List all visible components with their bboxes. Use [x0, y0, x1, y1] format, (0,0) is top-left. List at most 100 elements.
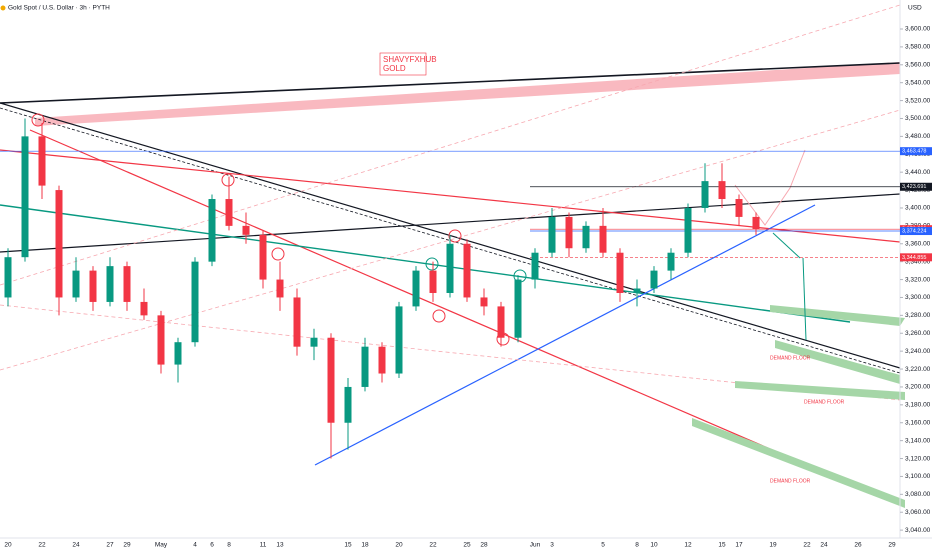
- projection: [772, 232, 801, 259]
- x-tick-label: 8: [635, 542, 639, 549]
- candle-body: [140, 301, 148, 316]
- x-tick-label: 24: [72, 542, 80, 549]
- candle-body: [21, 136, 29, 258]
- candle-body: [55, 190, 63, 298]
- x-tick-label: May: [155, 542, 168, 549]
- watermark: SHAVYFXHUB: [383, 55, 437, 64]
- x-tick-label: 20: [395, 542, 403, 549]
- price-label: 3,463.478: [902, 149, 926, 155]
- candle-body: [225, 199, 233, 226]
- x-tick-label: 10: [650, 542, 658, 549]
- x-tick-label: 28: [480, 542, 488, 549]
- trendline: [0, 62, 901, 104]
- annotation: DEMAND FLOOR: [804, 399, 845, 405]
- candle-body: [480, 297, 488, 307]
- watermark: GOLD: [383, 64, 406, 73]
- x-tick-label: 18: [361, 542, 369, 549]
- x-tick-label: 4: [193, 542, 197, 549]
- projection: [802, 257, 807, 341]
- x-tick-label: 3: [550, 542, 554, 549]
- x-tick-label: 29: [123, 542, 131, 549]
- y-tick-label: 3,220.00: [905, 366, 931, 373]
- candle-body: [276, 279, 284, 298]
- trendline: [0, 193, 901, 253]
- candle-body: [514, 279, 522, 338]
- x-tick-label: 22: [803, 542, 811, 549]
- y-tick-label: 3,500.00: [905, 115, 931, 122]
- candle-body: [293, 297, 301, 347]
- candle-body: [735, 199, 743, 217]
- x-tick-label: 6: [210, 542, 214, 549]
- symbol-icon: [0, 5, 6, 11]
- candle-body: [123, 266, 131, 302]
- y-tick-label: 3,300.00: [905, 294, 931, 301]
- projection: [734, 149, 806, 226]
- candle-body: [599, 225, 607, 253]
- price-label: 3,344.855: [902, 255, 926, 261]
- trendline: [314, 204, 816, 466]
- channel-line: [0, 4, 901, 286]
- y-tick-label: 3,480.00: [905, 133, 931, 140]
- y-tick-label: 3,260.00: [905, 330, 931, 337]
- x-tick-label: 24: [820, 542, 828, 549]
- candle-body: [752, 216, 760, 230]
- y-tick-label: 3,580.00: [905, 44, 931, 51]
- demand-zone: [770, 305, 905, 326]
- candle-body: [174, 342, 182, 365]
- marker-circle: [271, 247, 285, 261]
- x-tick-label: 27: [106, 542, 114, 549]
- candle-body: [38, 136, 46, 186]
- x-tick-label: 26: [854, 542, 862, 549]
- y-tick-label: 3,400.00: [905, 205, 931, 212]
- y-tick-label: 3,040.00: [905, 527, 931, 534]
- y-tick-label: 3,520.00: [905, 97, 931, 104]
- marker-circle: [425, 257, 439, 271]
- y-tick-label: 3,240.00: [905, 348, 931, 355]
- x-tick-label: 17: [735, 542, 743, 549]
- candle-body: [344, 386, 352, 423]
- candle-body: [667, 252, 675, 271]
- candle-body: [327, 337, 335, 423]
- candle-body: [106, 266, 114, 302]
- price-label: 3,374.224: [902, 228, 926, 234]
- x-tick-label: 19: [769, 542, 777, 549]
- candle-body: [633, 288, 641, 293]
- marker-circle: [31, 113, 45, 127]
- x-tick-label: 5: [601, 542, 605, 549]
- x-tick-label: Jun: [530, 542, 541, 549]
- y-tick-label: 3,180.00: [905, 402, 931, 409]
- marker-circle: [448, 229, 462, 243]
- candle-body: [463, 243, 471, 298]
- y-tick-label: 3,360.00: [905, 240, 931, 247]
- price-label: 3,423.691: [902, 184, 926, 190]
- y-tick-label: 3,340.00: [905, 258, 931, 265]
- candle-body: [259, 234, 267, 280]
- y-axis-label: USD: [908, 5, 922, 12]
- x-tick-label: 25: [463, 542, 471, 549]
- candle-body: [701, 181, 709, 208]
- channel-line: [0, 109, 901, 371]
- candle-body: [242, 225, 250, 235]
- price-label-box: [900, 182, 932, 191]
- x-tick-label: 20: [4, 542, 12, 549]
- drawings: [0, 4, 905, 508]
- y-tick-label: 3,600.00: [905, 26, 931, 33]
- resistance-band: [35, 62, 900, 126]
- candle-body: [412, 270, 420, 307]
- price-label-box: [900, 253, 932, 262]
- y-tick-label: 3,080.00: [905, 491, 931, 498]
- x-tick-label: 13: [276, 542, 284, 549]
- y-tick-label: 3,140.00: [905, 437, 931, 444]
- candle-body: [548, 216, 556, 253]
- annotation: DEMAND FLOOR: [770, 478, 811, 484]
- candle-body: [565, 216, 573, 249]
- demand-zone: [735, 381, 905, 400]
- y-tick-label: 3,100.00: [905, 473, 931, 480]
- y-tick-label: 3,440.00: [905, 169, 931, 176]
- price-label-box: [900, 227, 932, 236]
- x-tick-label: 12: [684, 542, 692, 549]
- candle-body: [446, 243, 454, 293]
- candle-body: [616, 252, 624, 293]
- x-tick-label: 22: [429, 542, 437, 549]
